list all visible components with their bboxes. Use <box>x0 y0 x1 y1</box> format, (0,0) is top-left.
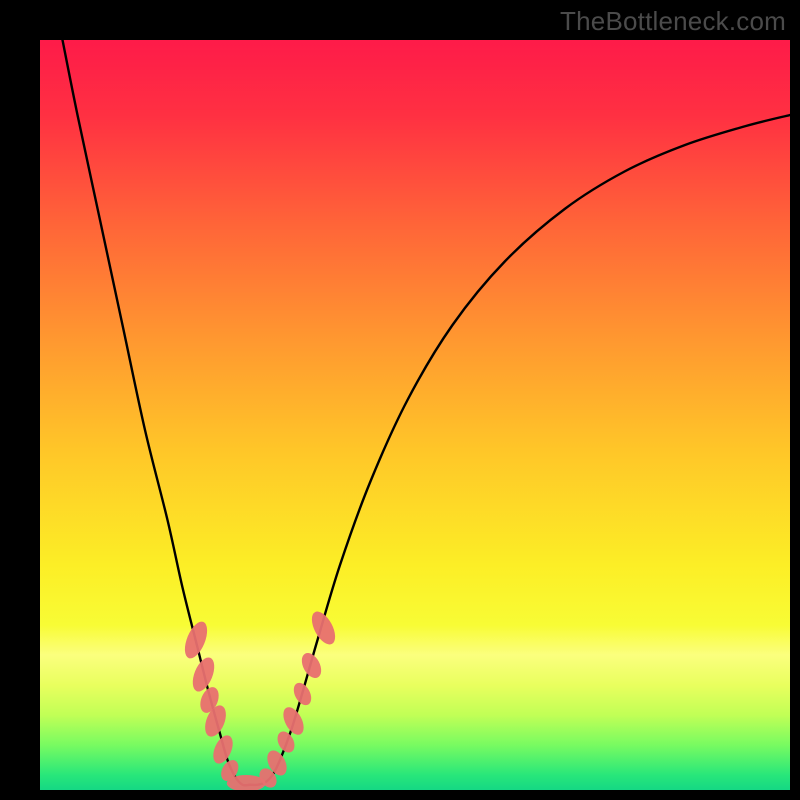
datapoint-marker <box>307 608 340 648</box>
bottleneck-curve <box>63 40 791 785</box>
curve-layer <box>40 40 790 790</box>
datapoint-marker <box>298 650 325 682</box>
watermark-text: TheBottleneck.com <box>560 6 786 37</box>
datapoint-marker <box>290 680 315 708</box>
plot-area <box>40 40 790 790</box>
stage: TheBottleneck.com <box>0 0 800 800</box>
datapoint-marker <box>180 619 211 662</box>
